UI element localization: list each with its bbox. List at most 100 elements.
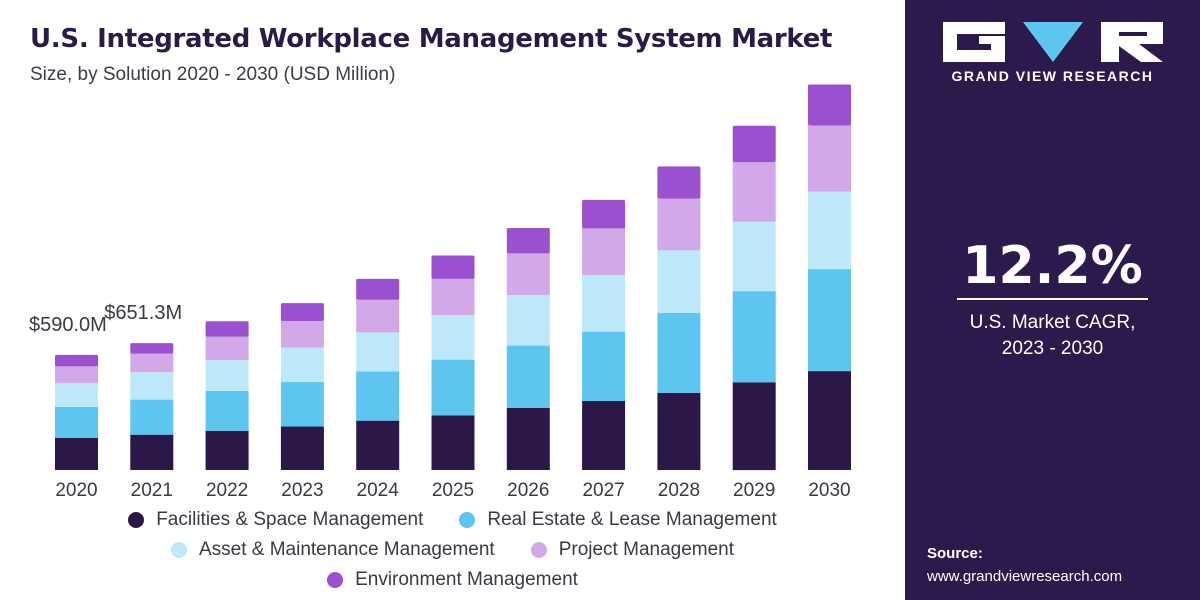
legend-label-project-management: Project Management [558, 539, 735, 560]
cagr-label-line-1: U.S. Market CAGR, [969, 312, 1136, 333]
x-tick-label-2021: 2021 [131, 480, 173, 501]
grand-view-research-logo [943, 22, 1163, 62]
x-tick-label-2020: 2020 [55, 480, 97, 501]
bar-2024-project-management [356, 299, 400, 333]
bar-2021-environment-management [130, 343, 174, 354]
bar-2027-environment-management [582, 199, 626, 229]
x-tick-label-2023: 2023 [281, 480, 323, 501]
legend-swatch-real-estate-and-lease-management [459, 512, 476, 528]
legend-item-asset-and-maintenance-management: Asset & Maintenance Management [170, 539, 495, 561]
legend-swatch-environment-management [327, 572, 344, 588]
bar-2024-environment-management [356, 278, 400, 300]
bar-2024-facilities-and-space-management [356, 420, 400, 470]
bar-2023-environment-management [280, 303, 324, 321]
bar-2030-environment-management [808, 84, 851, 126]
chart-subtitle: Size, by Solution 2020 - 2030 (USD Milli… [30, 64, 396, 85]
legend-label-environment-management: Environment Management [355, 569, 578, 590]
bar-2027-real-estate-and-lease-management [582, 331, 626, 401]
legend-label-real-estate-and-lease-management: Real Estate & Lease Management [487, 509, 777, 530]
bar-2020-asset-and-maintenance-management [55, 382, 98, 407]
bar-2028-asset-and-maintenance-management [657, 250, 701, 313]
bar-2029-environment-management [732, 125, 776, 163]
cagr-divider [957, 298, 1148, 300]
legend-swatch-asset-and-maintenance-management [170, 542, 187, 558]
bar-2021-facilities-and-space-management [130, 434, 174, 470]
bar-2026-asset-and-maintenance-management [506, 295, 550, 346]
bar-2020-real-estate-and-lease-management [55, 406, 98, 438]
bar-2030-asset-and-maintenance-management [808, 191, 851, 270]
bar-2022-real-estate-and-lease-management [205, 390, 249, 431]
bar-2021-asset-and-maintenance-management [130, 372, 174, 400]
cagr-label-line-2: 2023 - 2030 [1001, 338, 1104, 359]
bar-2023-asset-and-maintenance-management [280, 347, 324, 382]
bar-2025-project-management [431, 278, 475, 316]
bar-2028-real-estate-and-lease-management [657, 313, 701, 393]
x-tick-label-2027: 2027 [582, 480, 624, 501]
bar-2027-facilities-and-space-management [582, 401, 626, 470]
bar-2025-environment-management [431, 255, 475, 279]
bar-2028-facilities-and-space-management [657, 392, 701, 470]
bar-2029-asset-and-maintenance-management [732, 221, 776, 292]
stacked-bar-chart: 2020 2021 2022 2023 2024 2025 2026 2027 2028 2029… [29, 84, 851, 501]
bar-2028-project-management [657, 198, 701, 251]
bar-2027-asset-and-maintenance-management [582, 275, 626, 332]
bar-2022-environment-management [205, 321, 249, 337]
bar-2029-project-management [732, 162, 776, 222]
cagr-label: U.S. Market CAGR, 2023 - 2030 [905, 310, 1200, 362]
data-label-2021: $651.3M [104, 302, 182, 324]
bar-2025-real-estate-and-lease-management [431, 359, 475, 416]
brand-name: GRAND VIEW RESEARCH [951, 68, 1154, 84]
bar-2026-environment-management [506, 228, 550, 254]
bar-2030-project-management [808, 125, 851, 192]
x-tick-label-2030: 2030 [808, 480, 850, 501]
chart-panel: U.S. Integrated Workplace Management Sys… [0, 24, 905, 595]
bar-2021-project-management [130, 353, 174, 373]
bar-2022-project-management [205, 336, 249, 361]
legend-item-project-management: Project Management [530, 539, 735, 561]
bar-2028-environment-management [657, 166, 701, 199]
bar-2024-asset-and-maintenance-management [356, 332, 400, 372]
x-tick-label-2028: 2028 [658, 480, 700, 501]
legend-label-facilities-and-space-management: Facilities & Space Management [156, 509, 424, 530]
chart-legend: Facilities & Space Management Real Estate… [0, 505, 905, 595]
source-url[interactable]: www.grandviewresearch.com [927, 568, 1123, 585]
bar-2027-project-management [582, 228, 626, 276]
cagr-value: 12.2% [962, 236, 1143, 296]
legend-item-environment-management: Environment Management [327, 569, 578, 591]
bar-2020-project-management [55, 366, 98, 383]
legend-row-1: Facilities & Space Management Real Estate… [0, 505, 905, 535]
legend-item-real-estate-and-lease-management: Real Estate & Lease Management [459, 509, 777, 531]
x-tick-label-2026: 2026 [507, 480, 549, 501]
x-tick-label-2024: 2024 [357, 480, 400, 501]
info-sidebar: GRAND VIEW RESEARCH 12.2% U.S. Market CA… [905, 0, 1200, 600]
bar-2030-facilities-and-space-management [808, 371, 851, 470]
x-tick-label-2022: 2022 [206, 480, 248, 501]
bar-2022-asset-and-maintenance-management [205, 360, 249, 391]
legend-swatch-facilities-and-space-management [128, 512, 145, 528]
bar-2023-project-management [280, 321, 324, 348]
bar-2026-project-management [506, 253, 550, 296]
x-tick-label-2025: 2025 [432, 480, 474, 501]
bar-2024-real-estate-and-lease-management [356, 371, 400, 421]
bar-2020-environment-management [55, 354, 98, 367]
bar-2026-real-estate-and-lease-management [506, 345, 550, 408]
chart-title: U.S. Integrated Workplace Management Sys… [30, 24, 833, 54]
source-label: Source: [927, 545, 983, 562]
bar-2029-real-estate-and-lease-management [732, 291, 776, 383]
legend-row-3: Environment Management [0, 565, 905, 595]
bar-2029-facilities-and-space-management [732, 382, 776, 471]
bar-2026-facilities-and-space-management [506, 407, 550, 470]
legend-row-2: Asset & Maintenance Management Project Ma… [0, 535, 905, 565]
bar-2023-facilities-and-space-management [280, 426, 324, 470]
bar-2025-asset-and-maintenance-management [431, 315, 475, 360]
x-tick-label-2029: 2029 [733, 480, 775, 501]
bar-2020-facilities-and-space-management [55, 438, 98, 470]
bar-2030-real-estate-and-lease-management [808, 269, 851, 372]
bar-2023-real-estate-and-lease-management [280, 382, 324, 427]
legend-item-facilities-and-space-management: Facilities & Space Management [128, 509, 423, 531]
bar-2022-facilities-and-space-management [205, 431, 249, 470]
bar-2025-facilities-and-space-management [431, 415, 475, 470]
data-label-2020: $590.0M [29, 314, 107, 336]
legend-swatch-project-management [530, 542, 547, 558]
bar-2021-real-estate-and-lease-management [130, 399, 174, 435]
